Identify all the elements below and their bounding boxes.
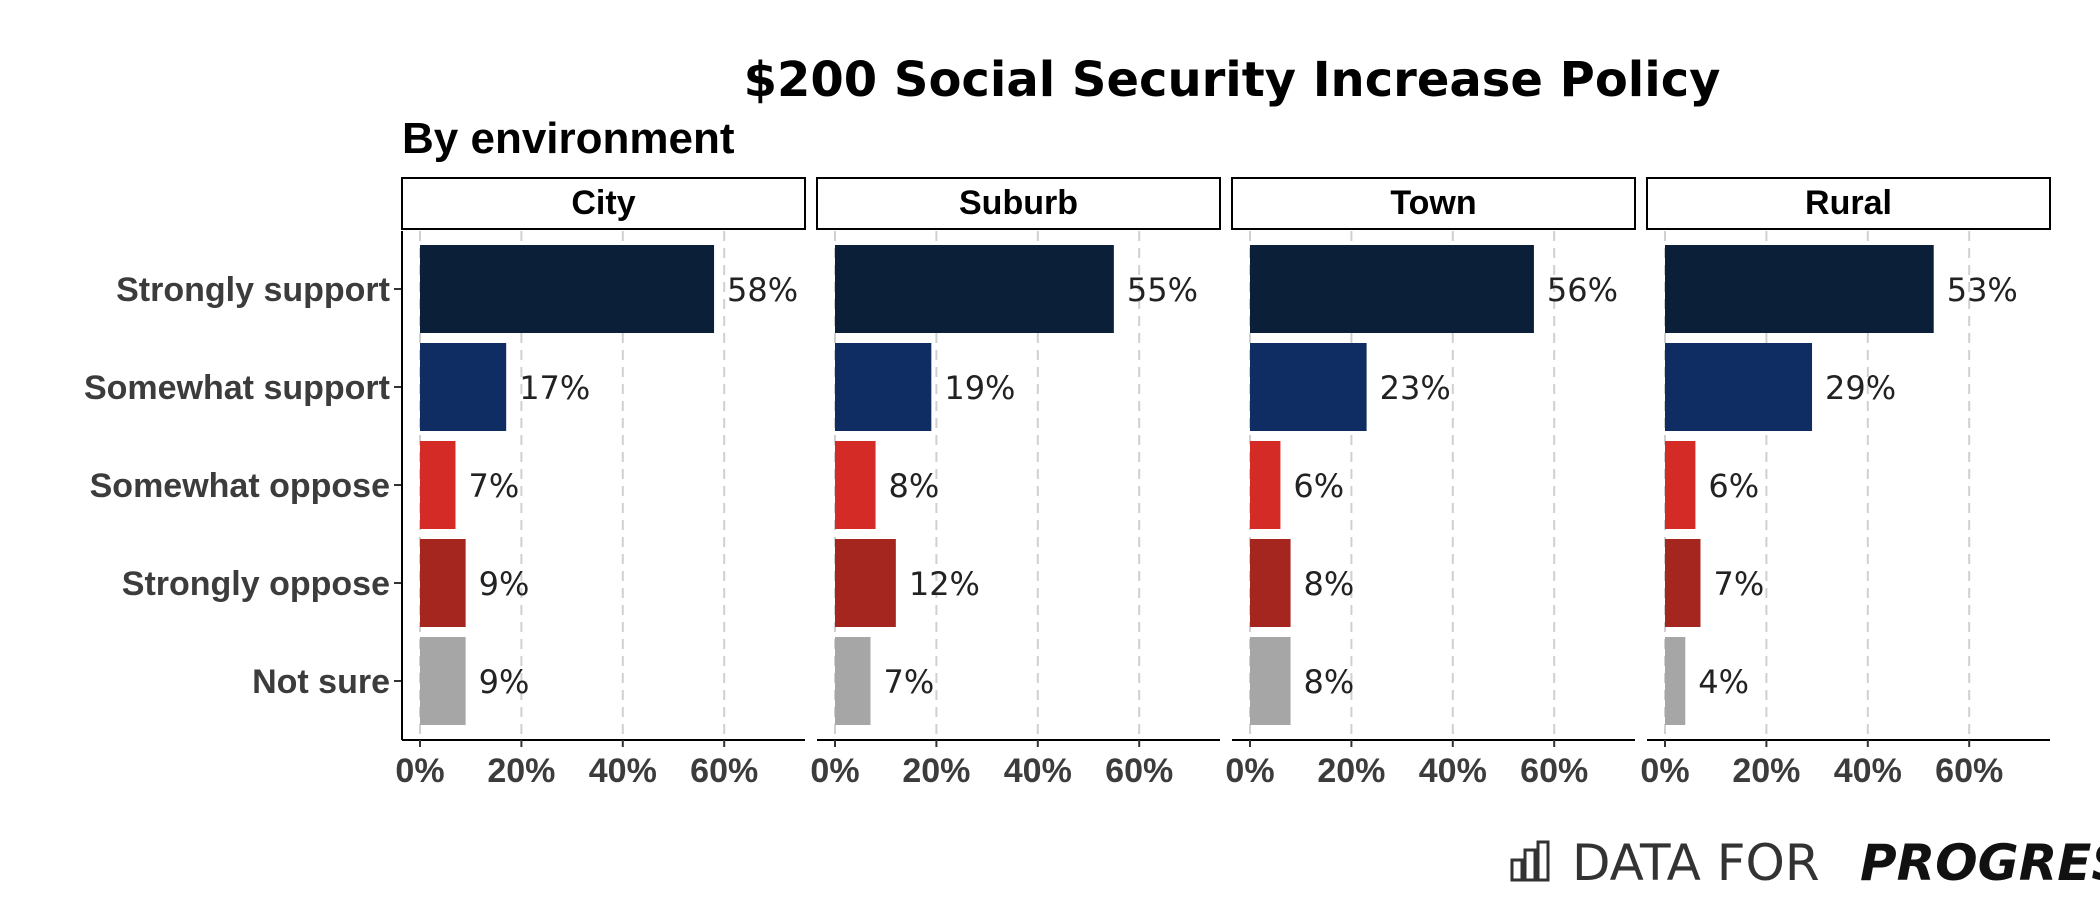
facet-strip-label: Town	[1390, 184, 1476, 222]
value-label: 7%	[468, 467, 519, 505]
x-tick-label: 0%	[1640, 752, 1689, 790]
facet-strip	[1231, 177, 1636, 230]
bar	[1665, 637, 1686, 725]
x-tick-label: 60%	[1520, 752, 1588, 790]
bar	[835, 637, 871, 725]
chart-title: $200 Social Security Increase Policy	[744, 52, 1721, 108]
bar	[1250, 637, 1291, 725]
bar	[835, 441, 876, 529]
facet-strip	[1646, 177, 2051, 230]
bar	[1665, 539, 1701, 627]
value-label: 6%	[1708, 467, 1759, 505]
x-tick-label: 40%	[589, 752, 657, 790]
bar	[835, 539, 896, 627]
value-label: 17%	[519, 369, 590, 407]
bar	[1250, 245, 1534, 333]
facet-panels: Strongly support Somewhat support Somewhat…	[84, 177, 2051, 790]
category-label: Strongly support	[116, 271, 390, 309]
x-tick-label: 40%	[1419, 752, 1487, 790]
category-label: Somewhat oppose	[90, 467, 390, 505]
value-label: 55%	[1127, 271, 1198, 309]
value-label: 56%	[1547, 271, 1618, 309]
value-label: 58%	[727, 271, 798, 309]
value-label: 7%	[1713, 565, 1764, 603]
facet-strip	[816, 177, 1221, 230]
value-label: 8%	[1304, 663, 1355, 701]
x-tick-label: 60%	[690, 752, 758, 790]
value-label: 4%	[1698, 663, 1749, 701]
bar	[420, 343, 507, 431]
bar	[420, 245, 715, 333]
value-label: 8%	[889, 467, 940, 505]
bar	[1665, 343, 1813, 431]
value-label: 9%	[479, 663, 530, 701]
x-tick-label: 0%	[810, 752, 859, 790]
facet-strip-label: Rural	[1805, 184, 1892, 222]
bar	[835, 343, 932, 431]
logo-text-bold: PROGRESS	[1860, 834, 2100, 892]
value-label: 6%	[1293, 467, 1344, 505]
value-label: 19%	[944, 369, 1015, 407]
facet-panel-city: City 58% 17% 7% 9% 9% 0% 20% 40% 60%	[395, 177, 806, 790]
category-label: Not sure	[252, 663, 390, 701]
facet-panel-town: Town 56% 23% 6% 8% 8% 0% 20% 40% 60%	[1225, 177, 1636, 790]
x-tick-label: 20%	[487, 752, 555, 790]
data-for-progress-logo: DATA FOR PROGRESS	[1510, 834, 2100, 892]
value-label: 8%	[1304, 565, 1355, 603]
bar-chart-icon	[1510, 840, 1550, 882]
facet-panel-rural: Rural 53% 29% 6% 7% 4% 0% 20% 40% 60%	[1640, 177, 2051, 790]
x-tick-label: 20%	[1317, 752, 1385, 790]
value-label: 23%	[1380, 369, 1451, 407]
x-tick-label: 0%	[1225, 752, 1274, 790]
x-tick-label: 20%	[1732, 752, 1800, 790]
category-label: Strongly oppose	[122, 565, 390, 603]
value-label: 53%	[1947, 271, 2018, 309]
value-label: 9%	[479, 565, 530, 603]
value-label: 29%	[1825, 369, 1896, 407]
facet-strip-label: Suburb	[959, 184, 1078, 222]
x-tick-label: 40%	[1834, 752, 1902, 790]
bar	[1250, 539, 1291, 627]
x-tick-label: 60%	[1105, 752, 1173, 790]
chart-subtitle: By environment	[402, 114, 735, 163]
bar	[420, 539, 466, 627]
value-label: 7%	[883, 663, 934, 701]
logo-text-regular: DATA FOR	[1572, 834, 1820, 892]
bar	[1665, 245, 1934, 333]
x-tick-label: 0%	[395, 752, 444, 790]
x-tick-label: 20%	[902, 752, 970, 790]
facet-panel-suburb: Suburb 55% 19% 8% 12% 7% 0% 20% 40% 60%	[810, 177, 1221, 790]
bar	[1250, 441, 1281, 529]
facet-strip-label: City	[571, 184, 635, 222]
bar	[420, 637, 466, 725]
x-tick-label: 60%	[1935, 752, 2003, 790]
bar	[835, 245, 1114, 333]
category-label: Somewhat support	[84, 369, 390, 407]
x-tick-label: 40%	[1004, 752, 1072, 790]
bar	[1250, 343, 1367, 431]
facet-strip	[401, 177, 806, 230]
value-label: 12%	[909, 565, 980, 603]
bar	[1665, 441, 1696, 529]
bar	[420, 441, 456, 529]
